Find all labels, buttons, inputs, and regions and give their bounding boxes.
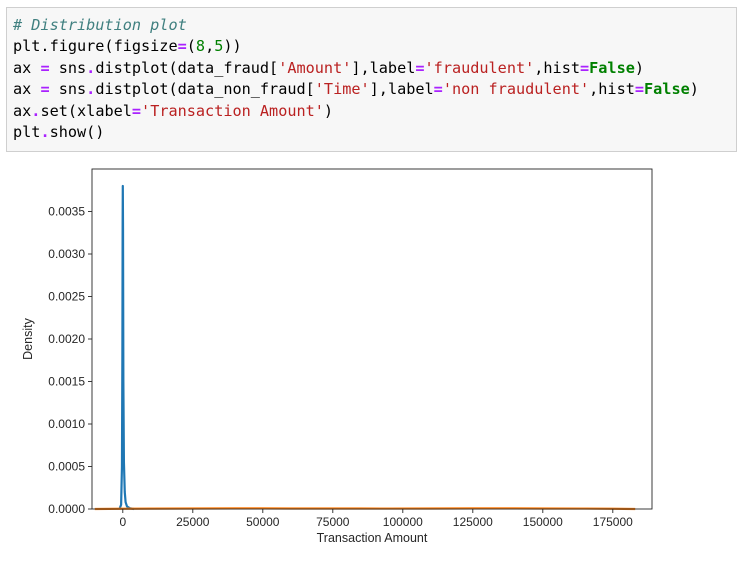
x-tick-label: 0 [119, 515, 126, 529]
code-line: # Distribution plot [13, 15, 736, 36]
code-cell-input[interactable]: # Distribution plot plt.figure(figsize=(8… [6, 7, 737, 152]
plot-frame [91, 168, 653, 510]
y-tick-label: 0.0025 [48, 290, 85, 304]
y-tick-label: 0.0000 [48, 502, 85, 516]
code-token: ( [186, 37, 196, 56]
x-tick-label: 25000 [176, 515, 210, 529]
code-token: 'Transaction Amount' [141, 101, 324, 120]
code-token: 'non fraudulent' [442, 80, 590, 99]
distribution-plot: 0 25000 50000 75000 100000 125000 150000 175000… [0, 155, 739, 562]
code-token: = [177, 37, 187, 56]
code-token: 5 [214, 37, 224, 56]
code-token: = [634, 80, 645, 99]
code-token: = [579, 58, 590, 77]
code-line: plt.show() [13, 122, 736, 143]
x-tick-label: 125000 [453, 515, 493, 529]
code-token: . [40, 123, 50, 142]
code-token: = [433, 80, 443, 99]
code-token: 8 [195, 37, 206, 56]
code-token: ax [13, 58, 41, 77]
code-token: , [205, 37, 215, 56]
y-tick-label: 0.0005 [48, 460, 85, 474]
code-line: plt.figure(figsize=(8,5)) [13, 36, 736, 57]
code-token: ax [13, 80, 41, 99]
code-token: plt [13, 123, 41, 142]
code-token: show() [49, 123, 105, 142]
x-tick-label: 75000 [316, 515, 350, 529]
code-token: # Distribution plot [13, 16, 187, 34]
code-token: set(xlabel [40, 101, 132, 120]
code-token: 'Amount' [278, 58, 352, 77]
code-token: ,hist [534, 58, 580, 77]
code-token: ax [13, 101, 32, 120]
code-token: . [31, 101, 41, 120]
code-token: ,hist [589, 80, 635, 99]
code-token: 'fraudulent' [424, 58, 535, 77]
code-token: ],label [369, 80, 434, 99]
chart-svg: 0 25000 50000 75000 100000 125000 150000 175000… [21, 168, 653, 545]
code-token: )) [223, 37, 242, 56]
code-token: sns [49, 80, 87, 99]
code-token: = [415, 58, 425, 77]
code-token: False [589, 58, 635, 77]
code-token: ) [634, 58, 645, 77]
y-tick-label: 0.0035 [48, 205, 85, 219]
code-token: distplot(data_fraud[ [95, 58, 279, 77]
code-line: ax.set(xlabel='Transaction Amount') [13, 101, 736, 122]
code-token: . [86, 80, 96, 99]
code-token: plt.figure(figsize [13, 37, 178, 56]
x-tick-label: 175000 [593, 515, 633, 529]
code-token: ) [689, 80, 699, 99]
code-token: distplot(data_non_fraud[ [95, 80, 315, 99]
code-line: ax = sns.distplot(data_non_fraud['Time']… [13, 79, 736, 100]
code-token: sns [49, 58, 87, 77]
y-tick-label: 0.0010 [48, 417, 85, 431]
code-line: ax = sns.distplot(data_fraud['Amount'],l… [13, 58, 736, 79]
code-token: = [40, 80, 50, 99]
code-token: . [86, 58, 96, 77]
y-axis-label: Density [21, 317, 35, 359]
code-token: = [40, 58, 50, 77]
y-tick-label: 0.0020 [48, 332, 85, 346]
x-axis-label: Transaction Amount [317, 531, 428, 545]
x-tick-label: 50000 [246, 515, 280, 529]
code-token: ) [323, 101, 334, 120]
code-token: = [131, 101, 142, 120]
y-tick-label: 0.0015 [48, 375, 85, 389]
x-tick-label: 100000 [383, 515, 423, 529]
series-line-0 [118, 184, 135, 511]
code-token: ],label [351, 58, 416, 77]
x-tick-label: 150000 [523, 515, 563, 529]
code-token: 'Time' [314, 80, 370, 99]
y-tick-label: 0.0030 [48, 247, 85, 261]
code-token: False [644, 80, 690, 99]
